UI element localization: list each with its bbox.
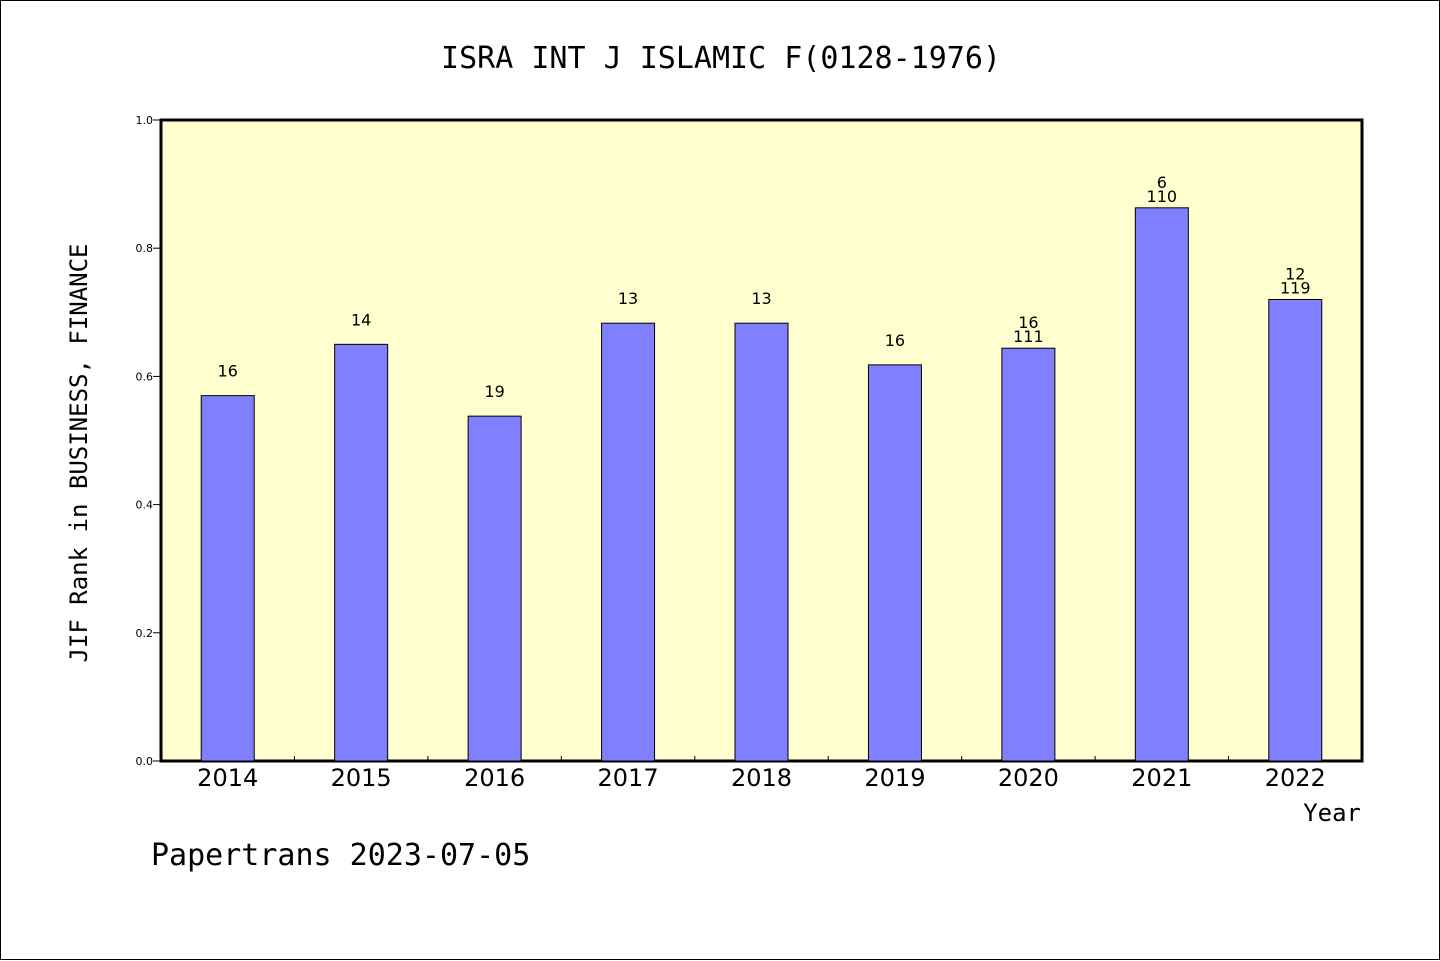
bar-value-label: 6 — [1157, 173, 1167, 192]
bars — [200, 207, 1323, 762]
bar-value-label: 16 — [885, 331, 905, 350]
y-tick-label: 0.6 — [136, 370, 154, 383]
bar-value-label: 19 — [484, 382, 504, 401]
bar-2019 — [867, 364, 922, 762]
bar-2016 — [467, 415, 522, 762]
bar-value-label: 111 — [1013, 327, 1044, 346]
bar-2018 — [734, 322, 789, 762]
x-tick-label: 2022 — [1265, 764, 1326, 792]
x-axis: 2014 2015 2016 2017 2018 2019 2020 2021 2022 — [197, 756, 1326, 792]
y-tick-label: 0.2 — [136, 627, 154, 640]
bar-value-label: 16 — [1018, 313, 1038, 332]
bar-2022 — [1268, 298, 1323, 762]
bar-value-label: 14 — [351, 310, 371, 329]
x-tick-label: 2016 — [464, 764, 525, 792]
bar-value-label: 12 — [1285, 264, 1305, 283]
bar-2021 — [1134, 207, 1189, 762]
y-axis-label: JIF Rank in BUSINESS, FINANCE — [65, 243, 93, 662]
x-tick-label: 2018 — [731, 764, 792, 792]
x-tick-label: 2014 — [197, 764, 258, 792]
bar-2015 — [334, 343, 389, 762]
x-axis-label: Year — [1303, 799, 1361, 827]
bar-2014 — [200, 395, 255, 762]
bar-value-label: 16 — [218, 362, 238, 381]
footer-credit: Papertrans 2023-07-05 — [151, 838, 530, 873]
bar-value-label: 110 — [1147, 187, 1178, 206]
bar-2017 — [601, 322, 656, 762]
x-tick-label: 2015 — [331, 764, 392, 792]
chart-title: ISRA INT J ISLAMIC F(0128-1976) — [441, 41, 1001, 76]
x-tick-label: 2021 — [1131, 764, 1192, 792]
bar-value-label: 13 — [751, 289, 771, 308]
y-tick-label: 0.4 — [136, 499, 154, 512]
x-tick-label: 2019 — [864, 764, 925, 792]
x-tick-label: 2017 — [598, 764, 659, 792]
y-tick-label: 0.0 — [136, 755, 154, 768]
bar-value-label: 13 — [618, 289, 638, 308]
y-tick-label: 1.0 — [136, 114, 154, 127]
bar-value-label: 119 — [1280, 278, 1311, 297]
bar-2020 — [1001, 347, 1056, 762]
y-tick-label: 0.8 — [136, 242, 154, 255]
x-tick-label: 2020 — [998, 764, 1059, 792]
y-axis: 0.0 0.2 0.4 0.6 0.8 1.0 — [136, 114, 161, 768]
